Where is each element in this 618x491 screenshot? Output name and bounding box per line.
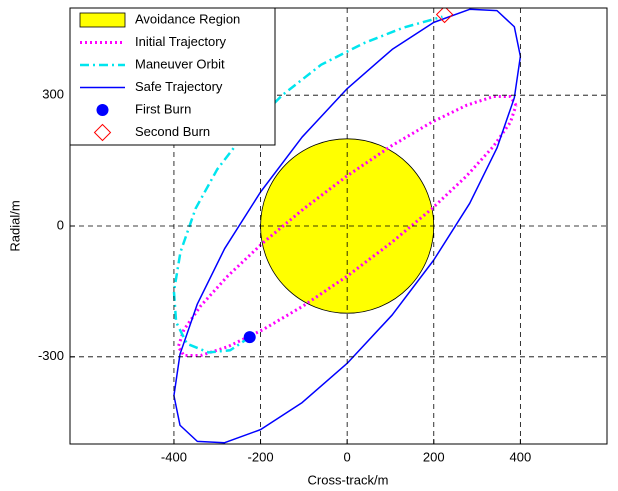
x-tick-label: 200 bbox=[423, 449, 445, 464]
legend-marker bbox=[93, 123, 112, 142]
x-tick-label: 400 bbox=[510, 449, 532, 464]
legend-swatch bbox=[79, 12, 126, 28]
x-tick-label: -400 bbox=[161, 449, 187, 464]
y-tick-label: -300 bbox=[38, 348, 64, 363]
trajectory-line bbox=[172, 15, 443, 354]
legend-marker bbox=[96, 104, 109, 116]
x-tick-label: -200 bbox=[248, 449, 274, 464]
axes-box bbox=[69, 7, 608, 445]
y-tick-label: 300 bbox=[42, 87, 64, 102]
legend-label: Safe Trajectory bbox=[135, 79, 223, 94]
x-axis-label: Cross-track/m bbox=[308, 472, 389, 487]
trajectory-line bbox=[176, 95, 518, 357]
burn-marker bbox=[243, 331, 256, 344]
legend-label: Initial Trajectory bbox=[135, 34, 227, 49]
x-tick-label: 0 bbox=[344, 449, 351, 464]
legend-label: Avoidance Region bbox=[135, 11, 240, 26]
legend-label: First Burn bbox=[135, 101, 191, 116]
legend-label: Second Burn bbox=[135, 124, 210, 139]
burn-marker bbox=[435, 8, 454, 24]
y-tick-label: 0 bbox=[57, 217, 64, 232]
y-axis-label: Radial/m bbox=[7, 200, 22, 251]
legend-box bbox=[69, 7, 276, 146]
legend-label: Maneuver Orbit bbox=[135, 56, 225, 71]
